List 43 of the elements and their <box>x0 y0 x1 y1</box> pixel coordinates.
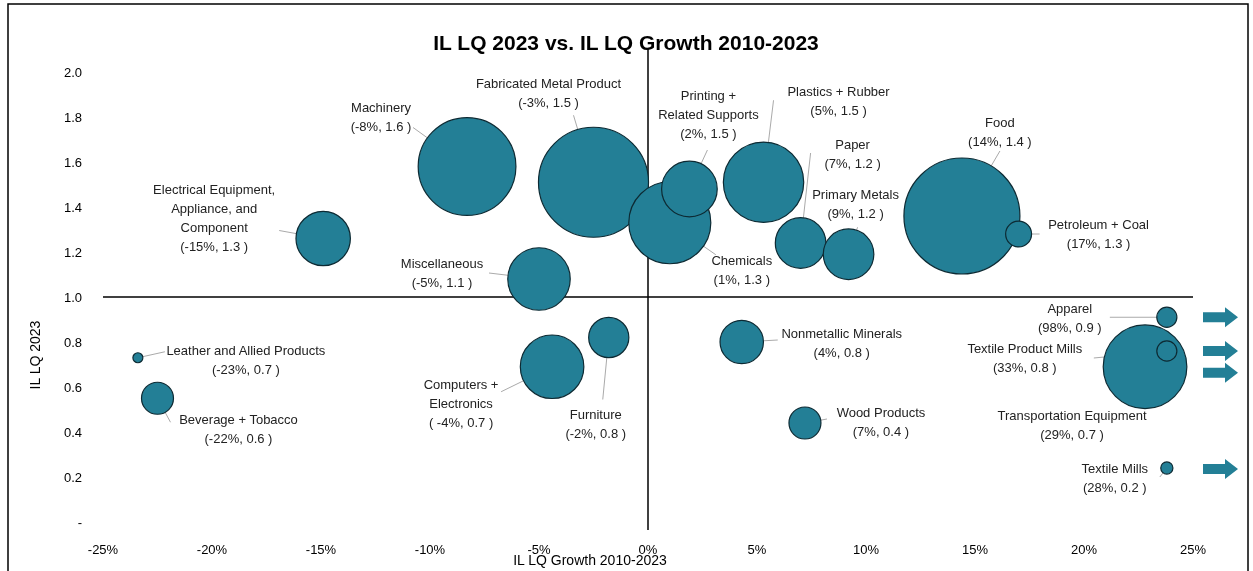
y-axis-title: IL LQ 2023 <box>27 320 43 390</box>
x-tick-label: 25% <box>1179 541 1207 557</box>
y-tick-label: 0.2 <box>63 469 82 485</box>
y-tick-label: - <box>77 514 82 530</box>
annotation: Printing + Related Supports (2%, 1.5 ) <box>658 88 760 141</box>
x-tick-label: 20% <box>1070 541 1098 557</box>
annotation: Primary Metals (9%, 1.2 ) <box>812 187 900 222</box>
annotation: Chemicals (1%, 1.3 ) <box>711 252 773 287</box>
y-tick-label: 1.4 <box>63 199 82 215</box>
annotation: Computers + Electronics ( -4%, 0.7 ) <box>423 376 499 430</box>
y-tick-label: 2.0 <box>63 64 82 80</box>
annotation: Plastics + Rubber (5%, 1.5 ) <box>787 84 891 119</box>
annotation: Nonmetallic Minerals (4%, 0.8 ) <box>781 326 903 360</box>
annotation: Beverage + Tobacco (-22%, 0.6 ) <box>179 412 298 447</box>
annotation: Apparel (98%, 0.9 ) <box>1038 301 1102 336</box>
chart-title: IL LQ 2023 vs. IL LQ Growth 2010-2023 <box>433 31 819 54</box>
y-tick-label: 1.0 <box>63 289 82 305</box>
annotation: Textile Mills (28%, 0.2 ) <box>1081 461 1149 495</box>
y-tick-label: 1.2 <box>63 244 82 260</box>
y-tick-label: 1.6 <box>63 154 82 170</box>
annotation: Wood Products (7%, 0.4 ) <box>836 405 926 439</box>
x-tick-label: 15% <box>961 541 989 557</box>
x-tick-label: 5% <box>747 541 767 557</box>
x-tick-label: -15% <box>305 541 337 557</box>
annotation: Leather and Allied Products (-23%, 0.7 ) <box>166 342 326 377</box>
x-tick-label: -10% <box>414 541 446 557</box>
annotation: Paper (7%, 1.2 ) <box>824 137 881 171</box>
y-tick-label: 0.4 <box>63 424 82 440</box>
x-tick-label: -20% <box>196 541 228 557</box>
annotation: Textile Product Mills (33%, 0.8 ) <box>967 341 1083 375</box>
annotation: Electrical Equipment, Appliance, and Component (-15%, 1.3 ) <box>153 181 276 254</box>
annotation: Furniture (-2%, 0.8 ) <box>565 406 627 441</box>
annotation: Fabricated Metal Product (-3%, 1.5 ) <box>475 76 622 111</box>
y-tick-label: 0.8 <box>63 334 82 350</box>
annotation: Transportation Equipment (29%, 0.7 ) <box>997 407 1147 442</box>
annotation: Petroleum + Coal (17%, 1.3 ) <box>1048 217 1150 251</box>
annotation: Food (14%, 1.4 ) <box>968 115 1032 149</box>
x-tick-label: 10% <box>852 541 880 557</box>
annotation: Machinery (-8%, 1.6 ) <box>350 99 412 134</box>
y-tick-label: 1.8 <box>63 109 82 125</box>
x-tick-label: -25% <box>87 541 119 557</box>
y-tick-label: 0.6 <box>63 379 82 395</box>
annotation: Miscellaneous (-5%, 1.1 ) <box>400 256 484 290</box>
